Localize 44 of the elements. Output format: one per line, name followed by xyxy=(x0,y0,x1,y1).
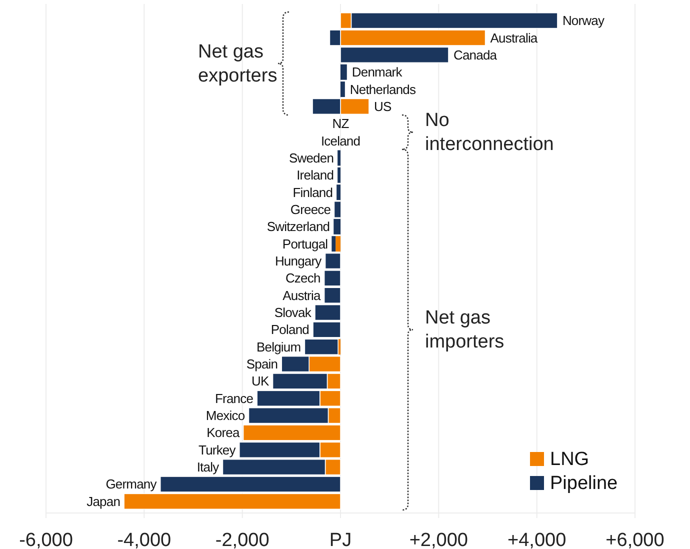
y-tick-label: NZ xyxy=(332,116,350,132)
y-tick-label: France xyxy=(214,390,254,406)
y-tick-label: Switzerland xyxy=(266,219,330,234)
y-tick-label: Spain xyxy=(246,356,278,372)
y-tick-label: Hungary xyxy=(274,254,322,268)
x-tick-label: -2,000 xyxy=(215,530,270,549)
y-tick-label: Turkey xyxy=(198,442,236,458)
y-tick-label: Austria xyxy=(282,288,322,303)
bar xyxy=(334,202,340,218)
y-tick-label: Poland xyxy=(270,322,310,338)
x-tick-label: +2,000 xyxy=(409,530,468,549)
annotation: Net gas importers xyxy=(425,308,504,353)
y-tick-label: Netherlands xyxy=(350,82,417,97)
y-tick-label: Australia xyxy=(490,30,538,46)
y-tick-label: Canada xyxy=(453,47,498,62)
bar xyxy=(336,236,340,252)
y-tick-label: Germany xyxy=(106,476,158,492)
legend-label: Pipeline xyxy=(550,473,618,494)
y-tick-label: Iceland xyxy=(320,133,360,148)
x-tick-label: -4,000 xyxy=(117,530,172,549)
x-tick-label: +6,000 xyxy=(606,530,664,549)
y-tick-label: Sweden xyxy=(288,150,334,166)
x-tick-label: +4,000 xyxy=(508,530,566,549)
y-tick-label: Czech xyxy=(285,270,320,286)
y-tick-label: Korea xyxy=(206,425,240,440)
bar xyxy=(338,150,340,166)
y-tick-label: Mexico xyxy=(206,408,245,424)
y-tick-label: Belgium xyxy=(256,339,301,354)
y-tick-label: Denmark xyxy=(352,64,403,80)
legend-label: LNG xyxy=(550,449,590,470)
annotation: Net gas exporters xyxy=(198,42,278,87)
y-tick-label: Ireland xyxy=(296,168,334,183)
x-tick-label: PJ xyxy=(329,530,352,549)
y-tick-label: Finland xyxy=(292,184,333,200)
y-tick-label: Italy xyxy=(196,460,220,475)
y-tick-label: Japan xyxy=(86,494,120,509)
y-tick-label: Greece xyxy=(290,202,331,217)
y-tick-label: Portugal xyxy=(282,236,328,252)
x-tick-label: -6,000 xyxy=(19,530,73,549)
y-tick-label: US xyxy=(374,98,392,114)
annotation: No interconnection xyxy=(425,110,554,156)
y-tick-label: UK xyxy=(252,374,270,389)
y-tick-label: Norway xyxy=(562,13,606,28)
y-tick-label: Slovak xyxy=(274,305,312,320)
